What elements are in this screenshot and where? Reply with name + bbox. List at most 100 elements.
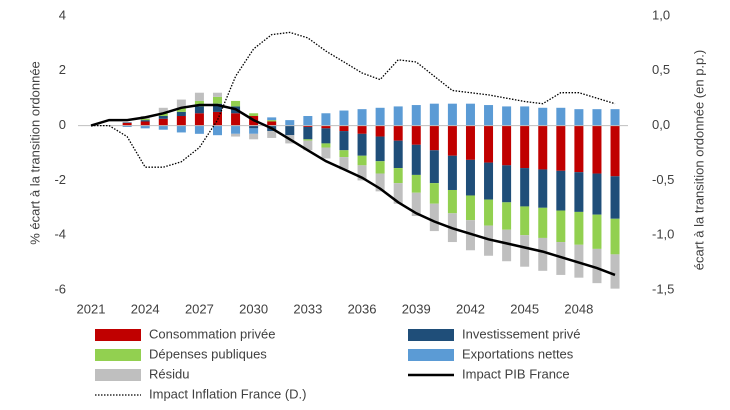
- bar-segment: [465, 103, 475, 126]
- bar-segment: [393, 106, 403, 126]
- bar-segment: [231, 133, 241, 137]
- bar-segment: [393, 183, 403, 204]
- bar-segment: [176, 116, 186, 126]
- bar-segment: [411, 105, 421, 126]
- legend-label: Investissement privé: [462, 326, 581, 341]
- bar-segment: [339, 157, 349, 170]
- bar-segment: [357, 125, 367, 134]
- legend-swatch: [408, 329, 454, 341]
- bar-segment: [465, 159, 475, 196]
- bar-segment: [321, 143, 331, 148]
- bar-segment: [610, 254, 620, 289]
- bar-segment: [357, 133, 367, 156]
- bar-segment: [592, 214, 602, 249]
- bar-segment: [194, 125, 204, 134]
- y-tick-label: 4: [59, 7, 66, 22]
- bar-segment: [429, 183, 439, 204]
- bar-segment: [231, 100, 241, 107]
- bar-segment: [429, 203, 439, 232]
- bar-segment: [520, 235, 530, 267]
- bar-segment: [393, 140, 403, 169]
- bar-segment: [158, 113, 168, 117]
- bar-segment: [194, 113, 204, 126]
- bar-segment: [158, 116, 168, 119]
- bar-segment: [158, 125, 168, 130]
- line: [90, 103, 616, 277]
- bar-segment: [610, 109, 620, 126]
- bar-segment: [176, 107, 186, 112]
- bar-segment: [339, 150, 349, 158]
- bar-segment: [592, 125, 602, 174]
- bar-segment: [538, 237, 548, 271]
- bar-segment: [176, 125, 186, 133]
- legend-swatch: [95, 369, 141, 381]
- bar-segment: [574, 109, 584, 126]
- bar-segment: [429, 103, 439, 126]
- bar-segment: [447, 155, 457, 190]
- bar-segment: [249, 133, 259, 140]
- legend-swatch: [95, 329, 141, 341]
- bar-segment: [465, 195, 475, 221]
- bar-segment: [140, 120, 150, 122]
- bar-segment: [285, 125, 295, 136]
- bar-segment: [574, 172, 584, 212]
- bar-segment: [465, 125, 475, 160]
- bar-segment: [411, 144, 421, 175]
- legend-label: Consommation privée: [149, 326, 275, 341]
- bar-segment: [140, 118, 150, 121]
- bar-segment: [339, 110, 349, 126]
- x-tick-label: 2045: [510, 301, 539, 316]
- y2-tick-label: 0,0: [652, 117, 670, 132]
- bar-segment: [375, 161, 385, 174]
- legend-label: Impact Inflation France (D.): [149, 386, 307, 401]
- bar-segment: [556, 170, 566, 211]
- bar-segment: [393, 168, 403, 184]
- legend-swatch: [408, 349, 454, 361]
- bar-segment: [194, 92, 204, 101]
- bar-segment: [321, 125, 331, 129]
- dotted-line: [91, 31, 616, 168]
- legend-label: Dépenses publiques: [149, 346, 267, 361]
- bar-segment: [538, 207, 548, 238]
- bar-segment: [574, 244, 584, 278]
- bar-segment: [484, 105, 494, 126]
- bar-segment: [520, 206, 530, 236]
- bar-segment: [375, 173, 385, 192]
- bar-segment: [447, 125, 457, 156]
- bar-segment: [176, 99, 186, 108]
- bar-segment: [556, 107, 566, 126]
- bar-segment: [411, 174, 421, 193]
- x-tick-label: 2039: [402, 301, 431, 316]
- bar-segment: [610, 176, 620, 219]
- y2-tick-label: -1,0: [652, 227, 674, 242]
- bar-segment: [484, 125, 494, 163]
- bar-segment: [393, 125, 403, 141]
- bar-segment: [520, 106, 530, 126]
- legend-label: Résidu: [149, 366, 189, 381]
- bar-segment: [592, 173, 602, 215]
- bar-segment: [484, 199, 494, 226]
- bar-segment: [122, 125, 132, 127]
- bar-segment: [411, 192, 421, 217]
- bar-segment: [158, 107, 168, 114]
- y2-tick-label: -1,5: [652, 281, 674, 296]
- bar-segment: [447, 103, 457, 126]
- x-tick-label: 2027: [185, 301, 214, 316]
- bar-segment: [249, 113, 259, 117]
- y2-tick-label: 0,5: [652, 62, 670, 77]
- bar-segment: [538, 107, 548, 126]
- bar-segment: [321, 113, 331, 126]
- bar-segment: [140, 121, 150, 126]
- bar-segment: [610, 218, 620, 255]
- bar-segment: [357, 155, 367, 166]
- bar-segment: [429, 150, 439, 184]
- bar-segment: [231, 125, 241, 134]
- bar-segment: [249, 128, 259, 134]
- bar-segment: [212, 92, 222, 97]
- y-tick-label: -6: [54, 281, 66, 296]
- bar-segment: [303, 126, 313, 140]
- bar-segment: [339, 125, 349, 132]
- y2-tick-label: 1,0: [652, 7, 670, 22]
- bar-segment: [140, 125, 150, 129]
- bar-segment: [267, 131, 277, 138]
